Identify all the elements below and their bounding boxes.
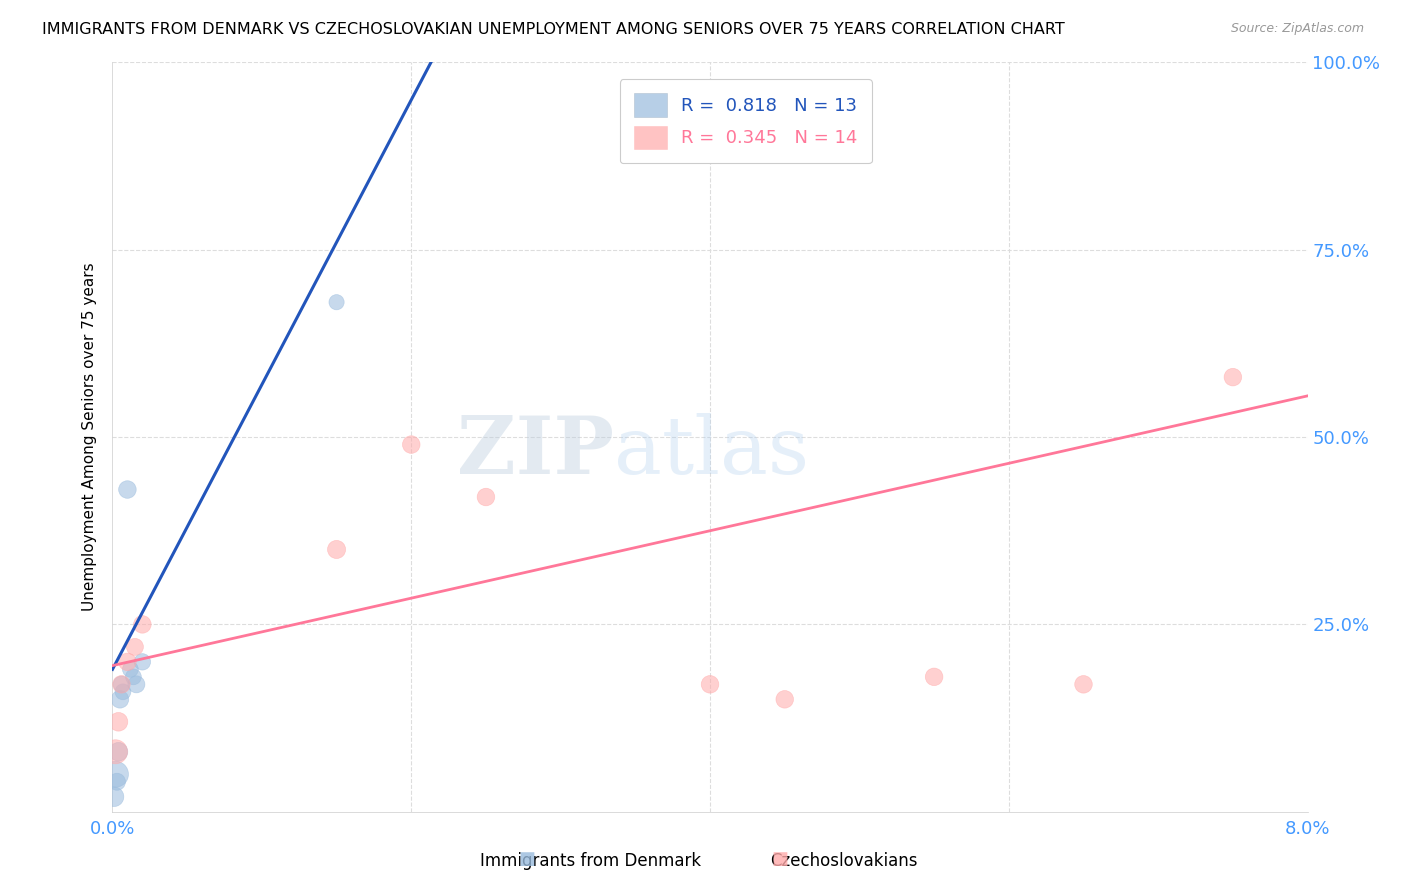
Text: atlas: atlas — [614, 413, 810, 491]
Point — [699, 677, 721, 691]
Text: Immigrants from Denmark: Immigrants from Denmark — [479, 852, 702, 870]
Point — [120, 662, 142, 676]
Point — [475, 490, 498, 504]
Text: IMMIGRANTS FROM DENMARK VS CZECHOSLOVAKIAN UNEMPLOYMENT AMONG SENIORS OVER 75 YE: IMMIGRANTS FROM DENMARK VS CZECHOSLOVAKI… — [42, 22, 1064, 37]
Point — [1073, 677, 1095, 691]
Point — [117, 655, 139, 669]
Point — [325, 542, 347, 557]
Point — [922, 670, 945, 684]
Legend: R =  0.818   N = 13, R =  0.345   N = 14: R = 0.818 N = 13, R = 0.345 N = 14 — [620, 79, 872, 163]
Point — [110, 677, 132, 691]
Point — [125, 677, 148, 691]
Point — [773, 692, 796, 706]
Point — [401, 437, 423, 451]
Text: ■: ■ — [772, 850, 789, 868]
Text: Source: ZipAtlas.com: Source: ZipAtlas.com — [1230, 22, 1364, 36]
Y-axis label: Unemployment Among Seniors over 75 years: Unemployment Among Seniors over 75 years — [82, 263, 97, 611]
Point — [124, 640, 146, 654]
Point — [103, 789, 125, 804]
Point — [325, 295, 347, 310]
Point — [131, 655, 153, 669]
Point — [111, 685, 134, 699]
Point — [105, 774, 128, 789]
Point — [107, 714, 129, 729]
Point — [110, 677, 132, 691]
Point — [104, 767, 127, 781]
Point — [104, 745, 127, 759]
Text: ■: ■ — [519, 850, 536, 868]
Text: Czechoslovakians: Czechoslovakians — [770, 852, 917, 870]
Point — [117, 483, 139, 497]
Point — [107, 745, 129, 759]
Point — [122, 670, 145, 684]
Point — [108, 692, 131, 706]
Point — [1222, 370, 1244, 384]
Point — [131, 617, 153, 632]
Text: ZIP: ZIP — [457, 413, 614, 491]
